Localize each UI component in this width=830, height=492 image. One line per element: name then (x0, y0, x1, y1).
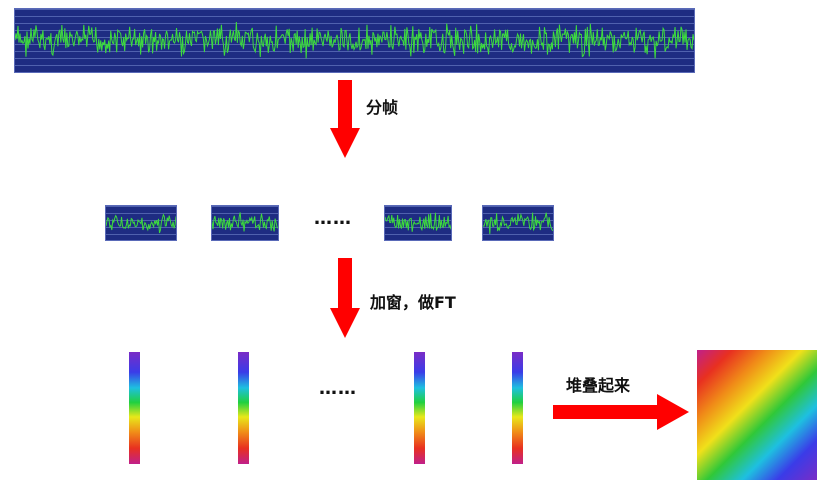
spectra-ellipsis: …… (319, 378, 357, 399)
down-arrow-framing (330, 80, 360, 158)
stacked-spectrogram (697, 350, 817, 480)
waveform-trace (15, 21, 694, 59)
frame-2 (211, 205, 279, 241)
full-waveform (14, 8, 695, 73)
framing-label: 分帧 (366, 98, 399, 117)
spectrum-bar-2 (238, 352, 249, 464)
frame-trace (212, 212, 278, 232)
frame-4 (482, 205, 554, 241)
frame-1 (105, 205, 177, 241)
down-arrow-window-ft (330, 258, 360, 338)
frames-ellipsis: …… (314, 208, 352, 229)
frame-trace (385, 212, 451, 232)
frame-trace (106, 213, 176, 234)
window-ft-label: 加窗，做FT (370, 293, 456, 312)
frame-3 (384, 205, 452, 241)
spectrum-bar-1 (129, 352, 140, 464)
stack-label: 堆叠起来 (566, 376, 631, 395)
right-arrow-stack (553, 394, 689, 430)
frame-trace (483, 212, 553, 234)
spectrum-bar-4 (512, 352, 523, 464)
spectrum-bar-3 (414, 352, 425, 464)
